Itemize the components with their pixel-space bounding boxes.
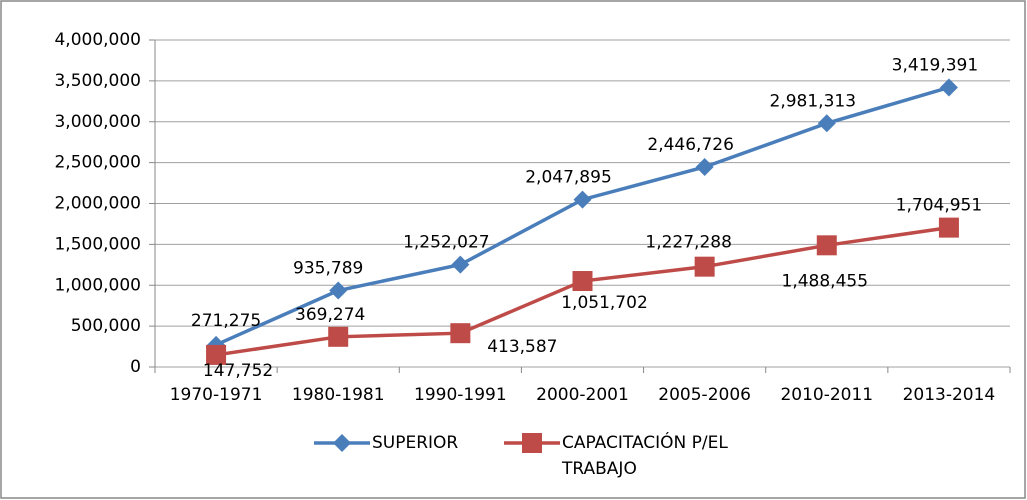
x-tick-label: 1990-1991 — [414, 385, 507, 405]
data-label: 413,587 — [487, 337, 557, 357]
x-tick-label: 2005-2006 — [658, 385, 751, 405]
legend-label: CAPACITACIÓN P/EL TRABAJO — [562, 433, 728, 479]
x-tick-label: 1970-1971 — [170, 385, 263, 405]
legend: SUPERIOR CAPACITACIÓN P/EL TRABAJO — [312, 430, 752, 482]
y-tick-label: 1,000,000 — [54, 275, 141, 295]
y-tick-label: 2,500,000 — [54, 153, 141, 173]
marker — [695, 157, 714, 176]
y-tick-label: 500,000 — [71, 316, 141, 336]
data-label: 1,051,702 — [561, 293, 648, 313]
legend-key — [314, 434, 370, 452]
marker — [694, 256, 715, 277]
marker — [328, 326, 349, 347]
x-tick-label: 2000-2001 — [536, 385, 629, 405]
marker — [573, 190, 592, 209]
marker — [816, 235, 837, 256]
x-tick-label: 2010-2011 — [780, 385, 873, 405]
legend-item: SUPERIOR — [312, 430, 502, 456]
marker — [329, 281, 348, 300]
y-tick-label: 2,000,000 — [54, 194, 141, 214]
y-tick-label: 1,500,000 — [54, 234, 141, 254]
data-label: 2,047,895 — [525, 168, 612, 188]
legend-key — [504, 433, 560, 453]
marker — [451, 255, 470, 274]
x-tick-label: 1980-1981 — [292, 385, 385, 405]
data-label: 2,446,726 — [647, 135, 734, 155]
data-label: 369,274 — [295, 305, 365, 325]
y-tick-label: 0 — [130, 357, 141, 377]
legend-marker — [333, 434, 351, 452]
data-label: 147,752 — [203, 361, 273, 381]
marker — [572, 271, 593, 292]
data-label: 2,981,313 — [770, 91, 857, 111]
legend-marker — [522, 433, 542, 453]
marker — [939, 78, 958, 97]
data-label: 935,789 — [293, 258, 363, 278]
y-tick-label: 4,000,000 — [54, 30, 141, 50]
data-label: 271,275 — [191, 311, 261, 331]
data-label: 1,488,455 — [782, 271, 869, 291]
marker — [817, 114, 836, 133]
marker — [206, 344, 227, 365]
marker — [450, 323, 471, 344]
data-label: 3,419,391 — [892, 55, 979, 75]
data-label: 1,252,027 — [403, 233, 490, 253]
legend-label: SUPERIOR — [372, 433, 459, 453]
y-tick-label: 3,500,000 — [54, 71, 141, 91]
legend-item: CAPACITACIÓN P/EL TRABAJO — [502, 430, 752, 482]
x-tick-label: 2013-2014 — [903, 385, 996, 405]
marker — [938, 217, 959, 238]
data-label: 1,227,288 — [645, 233, 732, 253]
data-label: 1,704,951 — [896, 196, 983, 216]
y-tick-label: 3,000,000 — [54, 112, 141, 132]
